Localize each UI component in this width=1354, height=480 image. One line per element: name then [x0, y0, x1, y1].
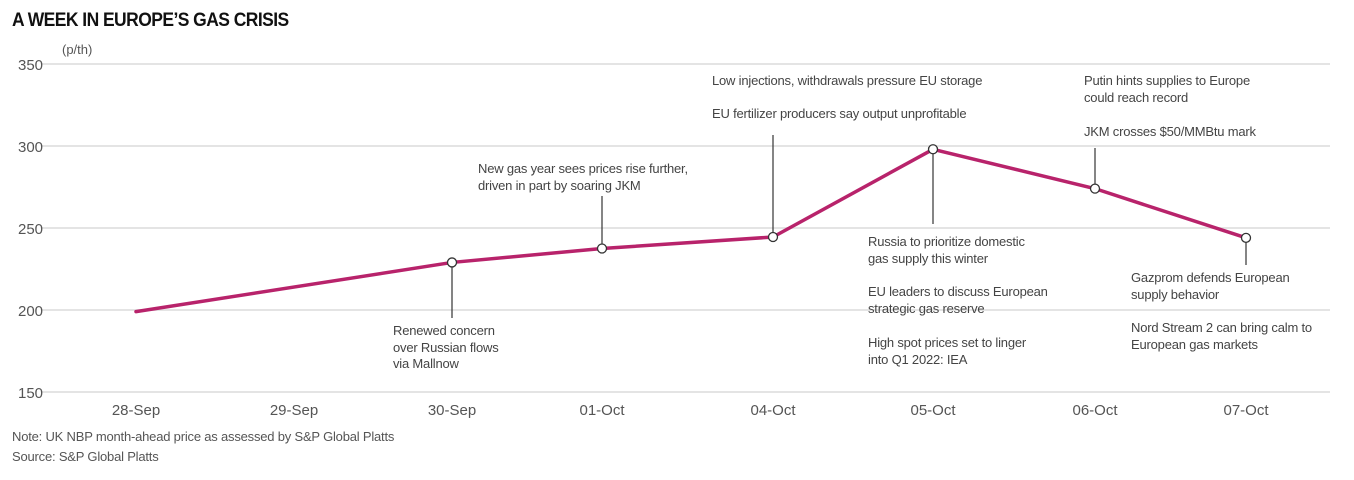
x-tick-label: 07-Oct — [1223, 402, 1269, 419]
chart-note: Note: UK NBP month-ahead price as assess… — [12, 429, 395, 444]
x-tick-label: 29-Sep — [270, 402, 318, 419]
chart-title: A WEEK IN EUROPE’S GAS CRISIS — [12, 10, 289, 31]
y-tick-label: 150 — [18, 385, 43, 402]
data-point-marker — [927, 144, 939, 155]
data-point-marker — [1089, 183, 1101, 194]
annotation-text: New gas year sees prices rise further, dr… — [478, 161, 688, 193]
x-tick-label: 01-Oct — [579, 402, 625, 419]
x-tick-label: 28-Sep — [112, 402, 160, 419]
x-tick-label: 06-Oct — [1072, 402, 1118, 419]
annotation-text: Low injections, withdrawals pressure EU … — [712, 73, 983, 88]
y-axis-unit: (p/th) — [62, 42, 93, 57]
x-tick-label: 05-Oct — [910, 402, 956, 419]
annotation-text: Nord Stream 2 can bring calm to European … — [1131, 320, 1312, 352]
annotation-text: Renewed concern over Russian flows via Mal… — [393, 323, 499, 371]
annotation-text: High spot prices set to linger into Q1 20… — [868, 335, 1027, 367]
chart-source: Source: S&P Global Platts — [12, 449, 159, 464]
annotation-text: Gazprom defends European supply behavior — [1131, 270, 1290, 302]
data-point-marker — [767, 231, 779, 243]
annotation-text: Russia to prioritize domestic gas supply … — [868, 234, 1025, 266]
y-tick-label: 300 — [18, 139, 43, 156]
x-tick-label: 30-Sep — [428, 402, 476, 419]
annotation-text: EU fertilizer producers say output unpro… — [712, 106, 967, 121]
y-tick-label: 200 — [18, 303, 43, 320]
annotation-text: JKM crosses $50/MMBtu mark — [1084, 124, 1256, 139]
price-line — [134, 147, 1248, 314]
data-point-marker — [1240, 232, 1252, 243]
annotation-text: EU leaders to discuss European strategic … — [868, 284, 1048, 316]
y-tick-label: 350 — [18, 57, 43, 74]
x-tick-label: 04-Oct — [750, 402, 796, 419]
data-point-marker — [596, 243, 608, 254]
data-point-marker — [446, 257, 458, 268]
annotation-text: Putin hints supplies to Europe could reac… — [1084, 73, 1250, 105]
y-tick-label: 250 — [18, 221, 43, 238]
